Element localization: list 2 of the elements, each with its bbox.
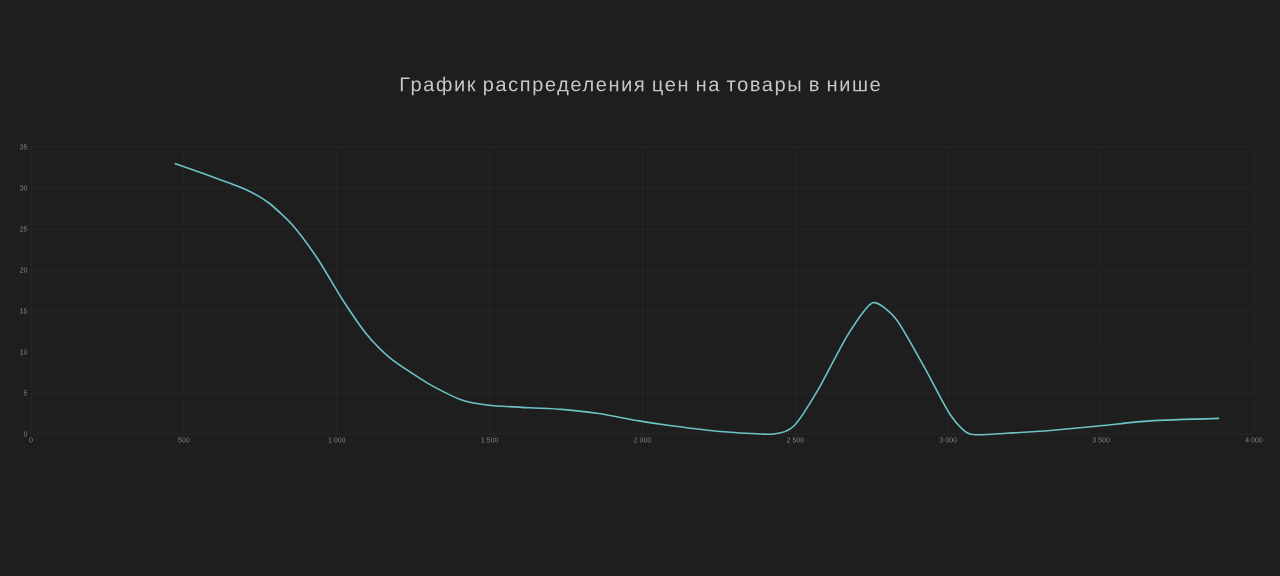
line-series [173, 162, 1220, 436]
chart-title: График распределения цен на товары в нише [400, 76, 880, 96]
